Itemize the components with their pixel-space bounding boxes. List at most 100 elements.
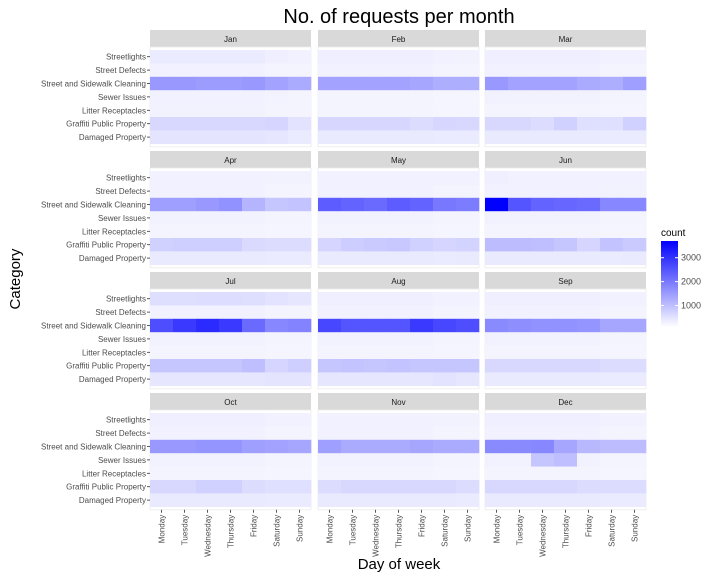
- heatmap-cell: [456, 76, 480, 91]
- heatmap-cell: [600, 439, 624, 454]
- heatmap-cell: [364, 117, 388, 131]
- heatmap-cell: [387, 90, 411, 104]
- heatmap-cell: [433, 184, 457, 199]
- heatmap-cell: [242, 318, 266, 333]
- heatmap-cell: [410, 345, 434, 360]
- heatmap-cell: [265, 413, 289, 427]
- heatmap-cell: [288, 466, 312, 481]
- heatmap-cell: [318, 318, 342, 333]
- heatmap-cell: [173, 76, 197, 91]
- heatmap-cell: [387, 426, 411, 441]
- heatmap-cell: [150, 238, 174, 252]
- heatmap-cell: [341, 238, 365, 252]
- heatmap-cell: [341, 63, 365, 78]
- heatmap-cell: [150, 493, 174, 508]
- heatmap-cell: [341, 372, 365, 387]
- heatmap-cell: [508, 332, 532, 346]
- heatmap-cell: [364, 76, 388, 91]
- heatmap-cell: [219, 345, 243, 360]
- heatmap-cell: [623, 332, 647, 346]
- heatmap-cell: [150, 90, 174, 104]
- heatmap-cell: [531, 480, 555, 494]
- heatmap-cell: [387, 117, 411, 131]
- y-tick-label: Litter Receptacles: [82, 106, 146, 115]
- heatmap-cell: [219, 426, 243, 441]
- heatmap-cell: [600, 117, 624, 131]
- heatmap-cell: [288, 480, 312, 494]
- heatmap-cell: [410, 63, 434, 78]
- heatmap-cell: [456, 211, 480, 225]
- heatmap-cell: [196, 50, 220, 64]
- heatmap-cell: [531, 413, 555, 427]
- heatmap-cell: [410, 76, 434, 91]
- heatmap-cell: [577, 184, 601, 199]
- heatmap-cell: [265, 197, 289, 212]
- heatmap-cell: [341, 251, 365, 266]
- heatmap-cell: [173, 372, 197, 387]
- heatmap-cell: [623, 63, 647, 78]
- heatmap-cell: [196, 251, 220, 266]
- x-tick-label: Tuesday: [349, 515, 358, 545]
- heatmap-cell: [508, 439, 532, 454]
- heatmap-cell: [364, 332, 388, 346]
- facet-strip: [150, 30, 311, 47]
- facet-panel-may: May: [317, 151, 480, 269]
- heatmap-cell: [531, 103, 555, 118]
- heatmap-cell: [173, 305, 197, 320]
- heatmap-cell: [410, 466, 434, 481]
- heatmap-cell: [554, 292, 578, 306]
- heatmap-cell: [387, 466, 411, 481]
- x-tick-label: Friday: [418, 515, 427, 537]
- heatmap-cell: [242, 238, 266, 252]
- heatmap-cell: [531, 50, 555, 64]
- heatmap-cell: [265, 63, 289, 78]
- heatmap-cell: [485, 305, 509, 320]
- heatmap-cell: [456, 292, 480, 306]
- heatmap-cell: [600, 103, 624, 118]
- heatmap-cell: [242, 332, 266, 346]
- heatmap-cell: [318, 130, 342, 145]
- heatmap-cell: [242, 103, 266, 118]
- heatmap-cell: [600, 211, 624, 225]
- heatmap-cell: [288, 50, 312, 64]
- heatmap-cell: [485, 359, 509, 373]
- facet-strip: [150, 272, 311, 289]
- heatmap-cell: [531, 63, 555, 78]
- heatmap-cell: [433, 466, 457, 481]
- heatmap-cell: [341, 426, 365, 441]
- heatmap-cell: [508, 372, 532, 387]
- heatmap-cell: [265, 292, 289, 306]
- heatmap-cell: [600, 171, 624, 185]
- heatmap-cell: [318, 305, 342, 320]
- heatmap-cell: [456, 224, 480, 239]
- heatmap-cell: [485, 318, 509, 333]
- x-tick-label: Thursday: [562, 515, 571, 548]
- heatmap-cell: [173, 292, 197, 306]
- heatmap-cell: [623, 345, 647, 360]
- heatmap-cell: [577, 332, 601, 346]
- y-tick-label: Sewer Issues: [98, 456, 146, 465]
- heatmap-cell: [410, 439, 434, 454]
- heatmap-cell: [150, 466, 174, 481]
- heatmap-cell: [433, 318, 457, 333]
- color-legend: count 1000 2000 3000: [661, 228, 701, 327]
- heatmap-cell: [623, 359, 647, 373]
- heatmap-cell: [456, 466, 480, 481]
- heatmap-cell: [318, 413, 342, 427]
- heatmap-cell: [364, 90, 388, 104]
- heatmap-cell: [364, 224, 388, 239]
- heatmap-cell: [219, 211, 243, 225]
- heatmap-cell: [341, 117, 365, 131]
- heatmap-cell: [288, 211, 312, 225]
- heatmap-cell: [554, 439, 578, 454]
- heatmap-cell: [485, 413, 509, 427]
- heatmap-cell: [341, 184, 365, 199]
- facet-panel-jun: Jun: [484, 151, 647, 269]
- heatmap-cell: [288, 224, 312, 239]
- heatmap-cell: [219, 413, 243, 427]
- heatmap-cell: [265, 426, 289, 441]
- heatmap-cell: [387, 50, 411, 64]
- heatmap-cell: [288, 359, 312, 373]
- x-tick-label: Sunday: [631, 515, 640, 542]
- heatmap-cell: [387, 224, 411, 239]
